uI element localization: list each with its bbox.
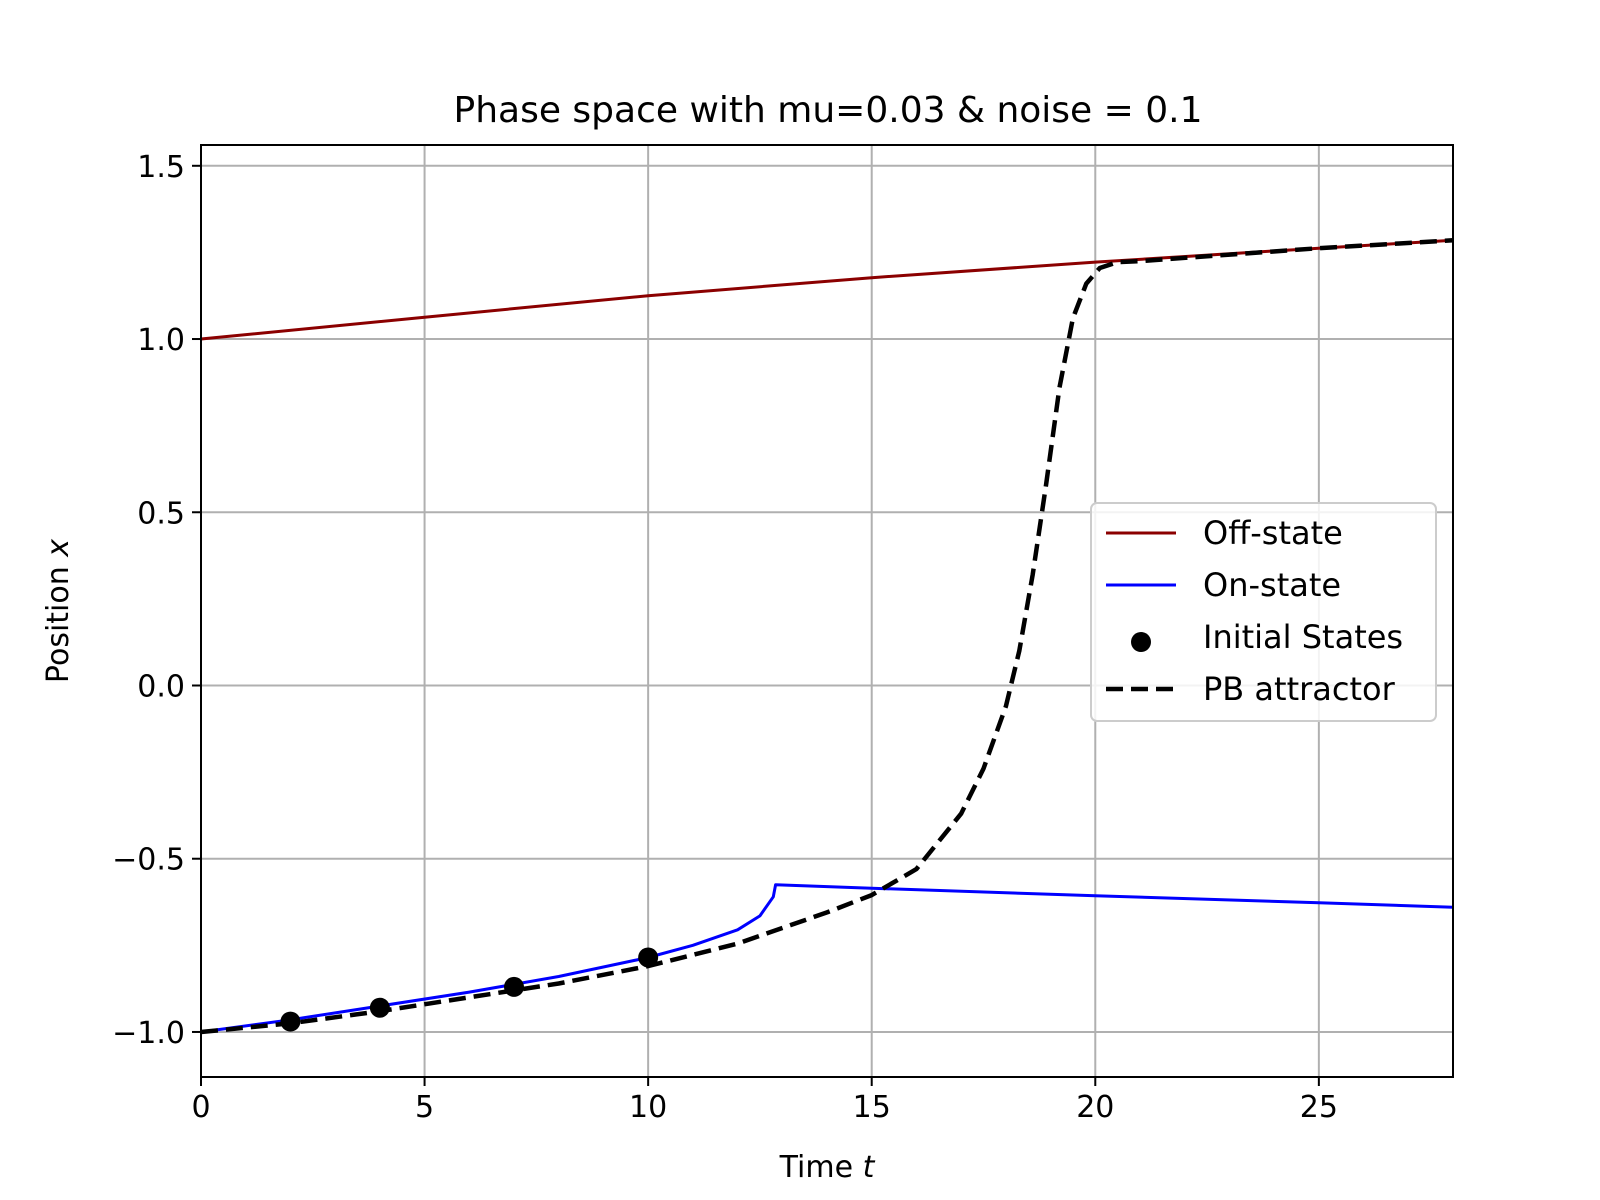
off-state-line	[200, 238, 1454, 341]
x-axis-label-text: Time	[779, 1150, 853, 1185]
x-tick-label: 10	[629, 1090, 667, 1125]
y-axis-label-var: x	[41, 539, 76, 558]
pb-attractor-line	[200, 238, 1454, 1035]
y-tick-label: 0.0	[137, 669, 185, 704]
x-axis-label-var: t	[863, 1150, 876, 1185]
legend-label-on-state: On-state	[1203, 566, 1341, 604]
legend: Off-state On-state Initial States PB attrac…	[1090, 502, 1437, 722]
y-axis-label-text: Position	[41, 566, 76, 683]
x-tick-label: 25	[1300, 1090, 1338, 1125]
y-tick-label: 0.5	[137, 496, 185, 531]
initial-state-point	[369, 997, 390, 1018]
y-tick-label: 1.0	[137, 323, 185, 358]
legend-box	[1090, 502, 1437, 722]
x-tick-label: 20	[1076, 1090, 1114, 1125]
ticks: 0 5 10 15 20 25 −1.0 −0.5 0.0 0.5 1.0 1.5	[112, 150, 1338, 1125]
legend-label-off-state: Off-state	[1203, 514, 1343, 552]
initial-state-point	[638, 947, 659, 968]
y-tick-label: 1.5	[137, 150, 185, 185]
legend-label-pb-attractor: PB attractor	[1203, 670, 1396, 708]
x-tick-label: 5	[415, 1090, 434, 1125]
chart-title: Phase space with mu=0.03 & noise = 0.1	[453, 90, 1202, 131]
legend-swatch-initial-states	[1131, 632, 1151, 652]
y-axis-label: Position x	[41, 539, 76, 683]
initial-state-point	[504, 976, 524, 997]
plot-frame	[200, 144, 1454, 1078]
on-state-line	[200, 883, 1454, 1034]
legend-label-initial-states: Initial States	[1203, 618, 1403, 656]
x-tick-label: 0	[191, 1090, 210, 1125]
y-tick-label: −0.5	[112, 843, 185, 878]
x-axis-label: Time t	[779, 1150, 876, 1185]
series-layer	[200, 238, 1454, 1035]
x-tick-label: 15	[853, 1090, 891, 1125]
y-tick-label: −1.0	[112, 1016, 185, 1051]
